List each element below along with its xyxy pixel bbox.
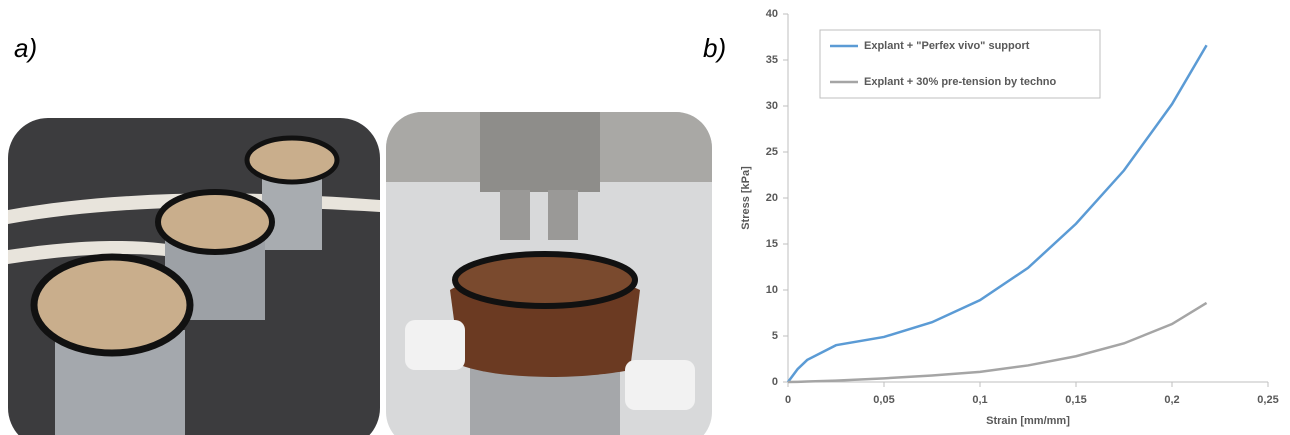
panel-label: b) — [703, 33, 726, 63]
y-tick-label: 35 — [766, 54, 778, 66]
x-tick-label: 0,25 — [1257, 394, 1278, 406]
series-line — [787, 301, 1208, 384]
y-tick-label: 0 — [772, 376, 778, 388]
y-tick-label: 25 — [766, 146, 778, 158]
photo-sensors — [8, 118, 380, 435]
y-tick-label: 30 — [766, 100, 778, 112]
x-tick-label: 0,15 — [1065, 394, 1086, 406]
y-tick-label: 40 — [766, 8, 778, 20]
y-axis-title: Stress [kPa] — [740, 166, 752, 230]
x-tick-label: 0,2 — [1164, 394, 1179, 406]
x-tick-label: 0,05 — [873, 394, 894, 406]
y-tick-label: 10 — [766, 284, 778, 296]
x-tick-label: 0,1 — [972, 394, 987, 406]
legend-box — [819, 29, 1101, 99]
photo-test-setup — [386, 112, 712, 435]
series-line — [786, 44, 1208, 383]
y-tick-label: 5 — [772, 330, 778, 342]
panel-label: a) — [14, 33, 37, 63]
legend-label: Explant + "Perfex vivo" support — [864, 40, 1030, 52]
y-tick-label: 15 — [766, 238, 778, 250]
x-tick-label: 0 — [785, 394, 791, 406]
y-tick-label: 20 — [766, 192, 778, 204]
legend-label: Explant + 30% pre-tension by techno — [864, 76, 1057, 88]
x-axis-title: Strain [mm/mm] — [986, 415, 1070, 427]
